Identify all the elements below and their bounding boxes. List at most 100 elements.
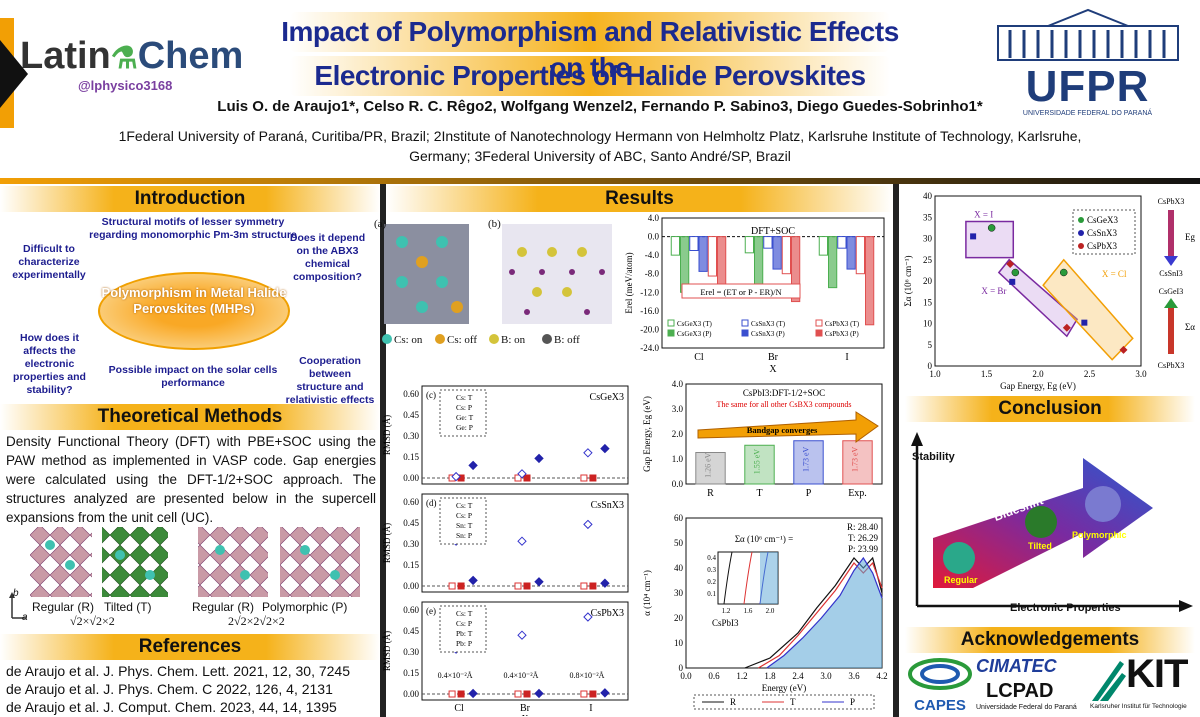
rmsd-ytick: 0.15 [403,452,419,462]
erel-legend-swatch [741,319,749,327]
abs-series-line [766,556,883,669]
intro-q-left-bottom: How does it affects the electronic prope… [13,332,86,396]
abs-inset-xtick: 2.0 [766,607,775,615]
rmsd-b-p-point [600,578,610,588]
abs-inset-xtick: 1.6 [744,607,753,615]
logo-chem: Chem [137,35,244,77]
sigma-legend-label: CsGeX3 [1087,215,1118,225]
rmsd-ytick: 0.30 [403,539,419,549]
rmsd-cs-t-point [514,690,522,698]
intro-q-bottom: Possible impact on the solar cells perfo… [108,364,278,389]
rmsd-panel-name: CsGeX3 [590,392,624,403]
erel-legend-swatch [741,329,749,337]
erel-bar [846,236,856,270]
rmsd-panel-label: (d) [426,498,437,508]
sigma-xtick: 2.5 [1084,369,1096,379]
struct-label-polymorphic: Polymorphic (P) [262,600,348,614]
rmsd-cs-p-point [517,469,527,479]
affiliation-line-1: 1Federal University of Paraná, Curitiba/… [118,128,1082,144]
side-arrow-eg-head [1164,256,1178,266]
sigma-point-pb [1006,260,1015,268]
group-box-cl [1042,258,1134,361]
rmsd-annotation: 0.4×10⁻²Å [504,671,539,680]
gap-bar [695,452,726,485]
erel-title: DFT+SOC [751,226,795,237]
erel-xlabel: X [769,364,777,375]
sigma-ytick: 20 [923,276,933,286]
rmsd-legend-label: Ge: P [456,423,473,432]
sigma-xtick: 1.5 [981,369,993,379]
gap-value-label: 1.55 eV [753,449,762,475]
erel-bar [754,236,764,286]
rmsd-cs-p-point [517,630,527,640]
abs-series-line [744,556,883,669]
poster-title-line-2: Electronic Properties of Halide Perovski… [314,60,866,91]
title-highlight-1 [290,12,890,52]
erel-bar [763,236,773,249]
gap-note: The same for all other CsBX3 compounds [716,400,851,409]
gap-value-label: 1.73 eV [851,446,860,472]
side-arrow-eg [1168,210,1174,256]
erel-bar [698,236,708,272]
conclusion-y-axis: Stability [912,451,955,463]
erel-bar [791,236,801,303]
abs-legend-label: T [790,697,796,707]
sigma-point-pb [1119,345,1128,354]
sigma-ytick: 5 [928,340,933,350]
axis-a-label: a [22,612,28,623]
group-box-br [997,258,1079,338]
rmsd-legend-label: Pb: T [456,629,473,638]
poster-title-line-1: Impact of Polymorphism and Relativistic … [281,16,899,83]
structure-panels-ab [382,224,612,344]
erel-legend-swatch [667,329,675,337]
rmsd-cs-p-point [517,536,527,546]
intro-q-left-top: Difficult to characterize experimentally [12,243,86,281]
rmsd-b-p-point [534,577,544,587]
struct-label-tilted: Tilted (T) [104,600,152,614]
ufpr-logo-text: UFPR [1025,62,1150,111]
reference-2: de Araujo et al. J. Phys. Chem. C 2022, … [6,681,333,697]
rmsd-ytick: 0.60 [403,497,419,507]
kit-logo: KIT [1126,652,1188,696]
rmsd-ytick: 0.60 [403,389,419,399]
sigma-legend-label: CsSnX3 [1087,228,1118,238]
legend-b-on: B: on [501,334,526,346]
column-divider-right [893,184,899,717]
header-divider [0,178,1200,184]
abs-ytick: 20 [674,613,684,623]
group-label-i: X = I [974,209,993,219]
rmsd-ylabel: RMSD (Å) [382,415,392,455]
gap-chart: 4.0 3.0 2.0 1.0 0.0 1.26 eV R 1.55 eV T 1.73 eV P 1… [642,379,883,499]
abs-ytick: 40 [674,563,684,573]
legend-cs-on: Cs: on [394,334,423,346]
abs-inset-ytick: 0.2 [707,578,716,586]
group-label-br: X = Br [981,286,1006,296]
sigma-xlabel: Gap Energy, Eg (eV) [1000,381,1076,391]
rmsd-panel-name: CsSnX3 [591,500,624,511]
gap-xtick: P [806,488,812,499]
sigma-ytick: 15 [923,297,933,307]
sigma-point-pb [1062,323,1071,332]
authors: Luis O. de Araujo1*, Celso R. C. Rêgo2, … [217,98,983,115]
abs-inset-ytick: 0.3 [707,566,716,574]
abs-legend-label: P [850,697,855,707]
sigma-point-ge [1060,268,1068,277]
erel-xtick: Cl [694,352,704,363]
ufpr-logo-subtitle: UNIVERSIDADE FEDERAL DO PARANÁ [1022,110,1153,117]
abs-xtick: 3.0 [820,671,832,681]
abs-inset-line [723,551,733,605]
legend-b-off: B: off [554,334,580,346]
rmsd-panel-label: (e) [426,606,436,616]
intro-q-right-bottom: Cooperation between structure and relati… [285,355,375,406]
erel-legend-label: CsPbX3 (T) [825,320,860,328]
kit-icon [1092,661,1126,701]
side-label: Σα [1185,322,1195,332]
sigma-point-ge [987,224,996,232]
abs-xtick: 4.2 [876,671,887,681]
affiliations: 1Federal University of Paraná, Curitiba/… [30,126,1170,166]
gap-title: CsPbI3:DFT-1/2+SOC [743,388,825,398]
abs-xtick: 1.2 [736,671,747,681]
erel-legend-swatch [815,319,823,327]
sigma-ytick: 35 [923,212,933,222]
erel-ytick: -24.0 [640,343,659,353]
